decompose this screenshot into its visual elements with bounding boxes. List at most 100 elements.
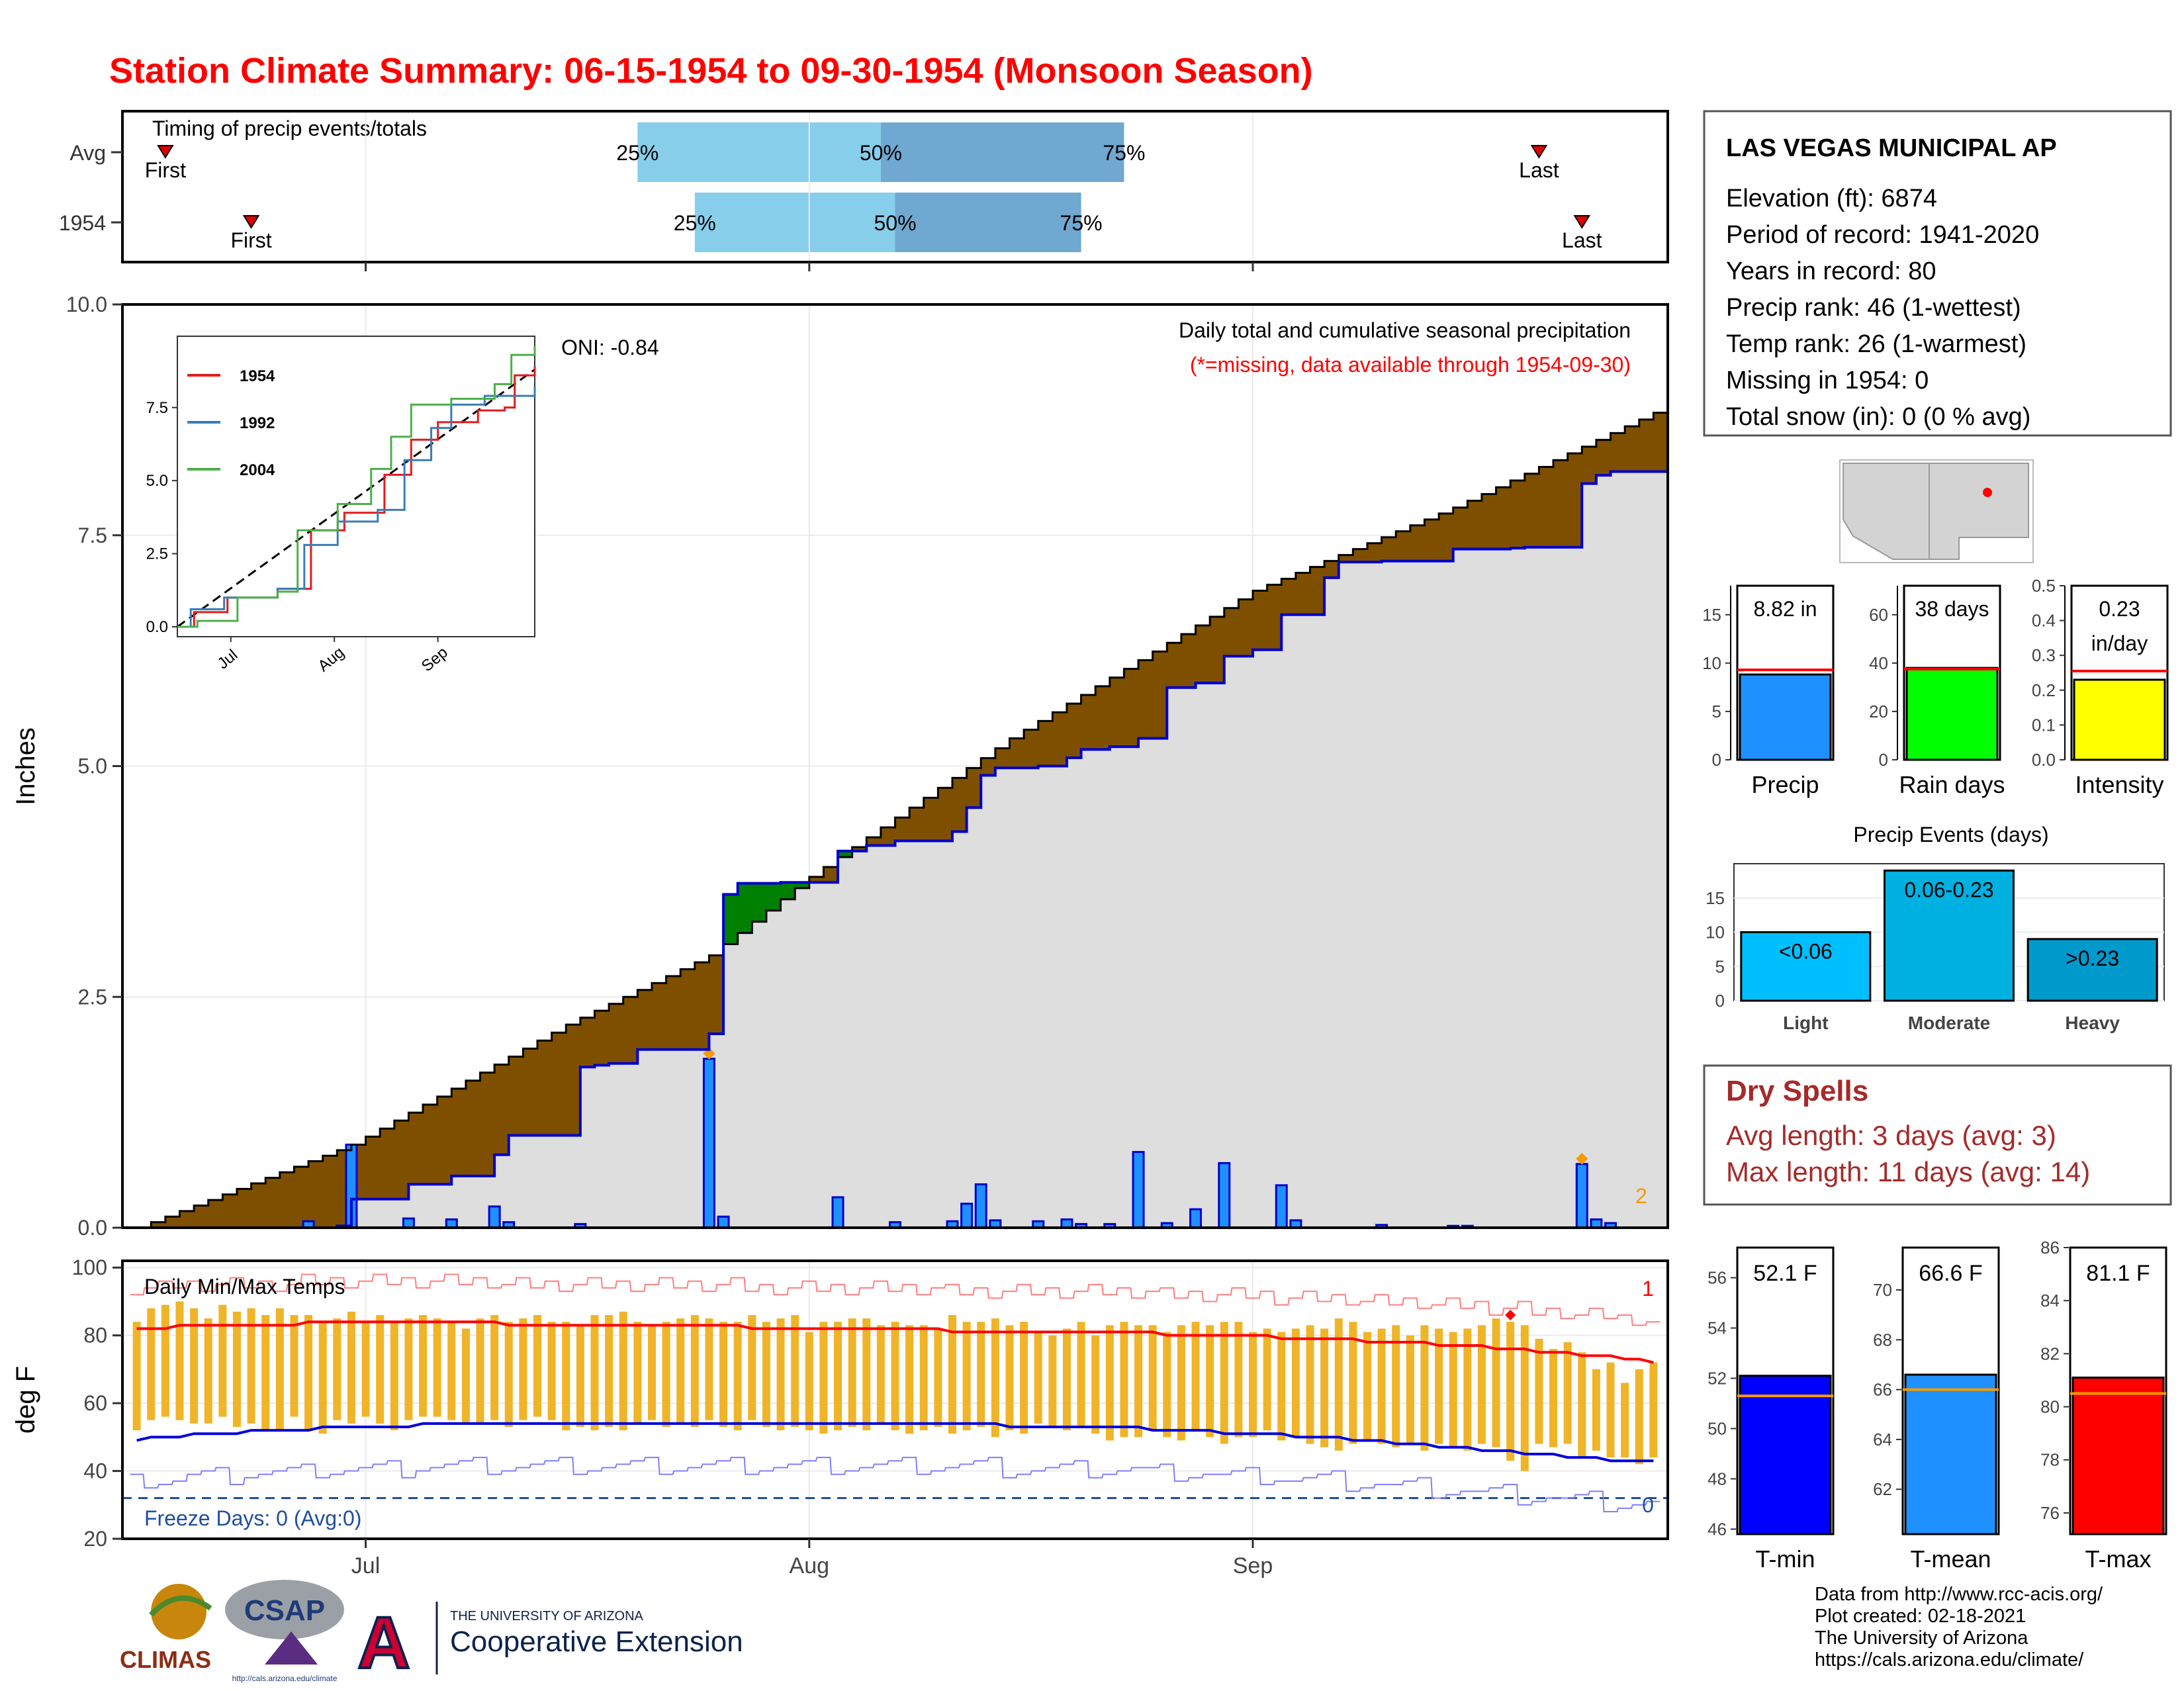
timing-q25-label: 25% — [674, 211, 716, 235]
daily-temp-range-bar — [1606, 1362, 1615, 1458]
drier-than-avg-area — [1181, 634, 1197, 688]
drier-than-avg-area — [923, 798, 938, 841]
drier-than-avg-area — [365, 1136, 381, 1199]
temp-summary-y-tick-label: 78 — [2040, 1450, 2060, 1470]
summary-bar-label: Intensity — [2075, 771, 2163, 798]
daily-temp-range-bar — [762, 1322, 770, 1427]
summary-y-tick-label: 0.0 — [2032, 750, 2056, 770]
daily-temp-range-bar — [1549, 1349, 1558, 1447]
daily-temp-range-bar — [1392, 1325, 1400, 1447]
timing-iqr-low — [637, 122, 881, 182]
daily-temp-range-bar — [161, 1304, 169, 1417]
drier-than-avg-area — [594, 1011, 610, 1066]
timing-q25-label: 25% — [616, 141, 659, 165]
summary-value-label: 38 days — [1915, 597, 1989, 621]
summary-bar-label: Precip — [1751, 771, 1819, 798]
temp-y-ticks: 20 40 60 80 100 — [72, 1256, 122, 1551]
dry-spells-panel: Dry Spells Avg length: 3 days (avg: 3) M… — [1703, 1064, 2172, 1206]
daily-temp-range-bar — [1277, 1332, 1286, 1441]
map-new-mexico — [1929, 463, 2029, 560]
wetter-than-avg-area — [838, 850, 853, 858]
csap-logo-text: CSAP — [244, 1594, 325, 1627]
drier-than-avg-area — [1510, 480, 1525, 549]
summary-value-bar — [2073, 678, 2166, 761]
inset-y-tick-label: 7.5 — [146, 399, 168, 417]
timing-rows: Avg 25% 50% 75% First Last 1954 25% 50% 75% First L… — [59, 113, 1602, 271]
drier-than-avg-area — [1195, 625, 1210, 683]
daily-temp-range-bar — [619, 1311, 627, 1431]
drier-than-avg-area — [938, 788, 953, 841]
daily-temp-range-bar — [805, 1332, 813, 1431]
daily-precip-bar — [960, 1203, 974, 1229]
daily-precip-bar — [831, 1196, 844, 1229]
events-bar-label: >0.23 — [2066, 946, 2119, 970]
temp-summary-bars: 46 48 50 52 54 56 52.1 F T-min 62 64 66 68 70 66.6 F T… — [1707, 1238, 2167, 1573]
daily-temp-range-bar — [132, 1322, 141, 1431]
drier-than-avg-area — [1038, 721, 1053, 766]
summary-value-label: in/day — [2091, 631, 2148, 655]
precip-events-title: Precip Events (days) — [1853, 823, 2048, 846]
daily-temp-range-bar — [676, 1318, 685, 1424]
drier-than-avg-area — [1324, 561, 1340, 578]
drier-than-avg-area — [151, 1222, 166, 1228]
ua-logo-small-text: THE UNIVERSITY OF ARIZONA — [450, 1609, 644, 1623]
temp-x-ticks: Jul Aug Sep — [351, 1539, 1273, 1578]
drier-than-avg-area — [1481, 494, 1497, 549]
daily-temp-range-bar — [547, 1322, 556, 1420]
daily-temp-range-bar — [1134, 1325, 1143, 1438]
daily-temp-range-bar — [1463, 1328, 1472, 1451]
drier-than-avg-area — [981, 758, 996, 776]
daily-temp-range-bar — [834, 1322, 842, 1431]
drier-than-avg-area — [437, 1096, 452, 1185]
drier-than-avg-area — [494, 1064, 510, 1155]
climas-logo-swoosh — [149, 1595, 212, 1617]
temp-summary-value-bar — [2071, 1376, 2165, 1535]
daily-temp-range-bar — [1234, 1322, 1243, 1438]
events-bar — [1884, 869, 2015, 1002]
temp-summary-y-tick-label: 68 — [1873, 1330, 1892, 1349]
summary-y-tick-label: 0 — [1712, 750, 1721, 770]
daily-temp-range-bar — [218, 1304, 227, 1417]
daily-temp-range-bar — [1048, 1335, 1057, 1427]
page-title: Station Climate Summary: 06-15-1954 to 0… — [109, 51, 1313, 91]
drier-than-avg-area — [208, 1200, 223, 1228]
inset-legend-label: 2004 — [240, 461, 275, 479]
temp-summary-y-tick-label: 54 — [1707, 1318, 1727, 1338]
drier-than-avg-area — [523, 1048, 538, 1136]
drier-than-avg-area — [566, 1025, 581, 1136]
drier-than-avg-area — [952, 778, 968, 832]
credit-line: https://cals.arizona.edu/climate/ — [1815, 1649, 2084, 1670]
daily-temp-range-bar — [1206, 1325, 1214, 1438]
drier-than-avg-area — [1009, 738, 1024, 768]
timing-first-marker — [157, 145, 174, 159]
timing-iqr-high — [880, 122, 1124, 182]
daily-temp-range-bar — [1020, 1322, 1028, 1434]
drier-than-avg-area — [1553, 460, 1569, 547]
station-info: LAS VEGAS MUNICIPAL AP Elevation (ft): 6… — [1703, 110, 2172, 437]
drier-than-avg-area — [1625, 426, 1640, 472]
daily-temp-range-bar — [991, 1318, 999, 1438]
daily-temp-range-bar — [204, 1318, 212, 1424]
drier-than-avg-area — [1539, 467, 1554, 547]
temp-summary-value-bar — [1904, 1373, 1997, 1535]
daily-precip-bar — [974, 1183, 987, 1229]
temp-y-label: deg F — [11, 1366, 40, 1434]
timing-row-label: Avg — [69, 141, 106, 165]
cumulative-lines — [136, 412, 1668, 1229]
drier-than-avg-area — [1066, 704, 1082, 758]
credit-line: The University of Arizona — [1815, 1627, 2028, 1649]
x-tick-label: Jul — [351, 1553, 380, 1578]
summary-bars: 0 5 10 15 8.82 in Precip 0 20 40 60 38 days Rain da… — [1702, 576, 2169, 798]
drier-than-avg-area — [623, 997, 638, 1064]
drier-than-avg-area — [394, 1120, 409, 1199]
drier-than-avg-area — [451, 1088, 467, 1176]
climas-logo-text: CLIMAS — [120, 1646, 211, 1673]
drier-than-avg-area — [852, 847, 867, 851]
timing-last-label: Last — [1562, 228, 1602, 252]
summary-y-tick-label: 0.2 — [2032, 680, 2056, 700]
inset-frame — [177, 336, 535, 637]
daily-temp-range-bar — [275, 1308, 284, 1431]
daily-temp-range-bar — [504, 1322, 513, 1427]
summary-bar-label: Rain days — [1899, 771, 2005, 798]
daily-temp-range-bar — [1034, 1332, 1042, 1424]
